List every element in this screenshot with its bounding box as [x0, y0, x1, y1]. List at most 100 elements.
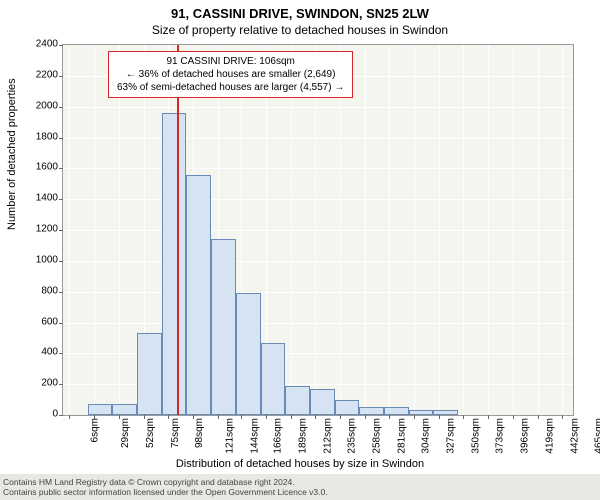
ytick-mark [59, 230, 63, 231]
gridline-v [513, 45, 514, 415]
histogram-bar [433, 410, 458, 415]
xtick-mark [538, 415, 539, 419]
ytick-label: 1600 [26, 162, 58, 173]
xtick-mark [315, 415, 316, 419]
xtick-label: 258sqm [372, 418, 383, 454]
xtick-label: 189sqm [298, 418, 309, 454]
xtick-label: 442sqm [569, 418, 580, 454]
ytick-mark [59, 45, 63, 46]
xtick-mark [365, 415, 366, 419]
histogram-bar [384, 407, 409, 415]
title-main: 91, CASSINI DRIVE, SWINDON, SN25 2LW [0, 0, 600, 21]
xtick-label: 144sqm [249, 418, 260, 454]
ytick-mark [59, 199, 63, 200]
xtick-label: 121sqm [224, 418, 235, 454]
ytick-mark [59, 107, 63, 108]
footer-line-2: Contains public sector information licen… [3, 487, 597, 497]
histogram-bar [285, 386, 310, 415]
gridline-v [562, 45, 563, 415]
gridline-v [69, 45, 70, 415]
xtick-label: 304sqm [421, 418, 432, 454]
info-line-2: ← 36% of detached houses are smaller (2,… [117, 68, 344, 81]
xtick-label: 281sqm [396, 418, 407, 454]
gridline-h [63, 199, 573, 200]
info-box: 91 CASSINI DRIVE: 106sqm ← 36% of detach… [108, 51, 353, 98]
gridline-v [94, 45, 95, 415]
ytick-label: 1400 [26, 193, 58, 204]
ytick-mark [59, 292, 63, 293]
gridline-h [63, 168, 573, 169]
histogram-bar [137, 333, 162, 415]
title-sub: Size of property relative to detached ho… [0, 21, 600, 37]
histogram-bar [88, 404, 113, 415]
xtick-mark [488, 415, 489, 419]
gridline-v [291, 45, 292, 415]
gridline-h [63, 230, 573, 231]
ytick-label: 1200 [26, 224, 58, 235]
ytick-mark [59, 138, 63, 139]
ytick-mark [59, 76, 63, 77]
histogram-bar [359, 407, 384, 415]
xtick-label: 52sqm [145, 418, 156, 448]
property-marker-line [177, 45, 179, 415]
histogram-bar [261, 343, 286, 415]
xtick-mark [218, 415, 219, 419]
xtick-label: 235sqm [347, 418, 358, 454]
histogram-bar [409, 410, 434, 415]
gridline-v [315, 45, 316, 415]
histogram-bar [186, 175, 211, 416]
histogram-bar [211, 239, 236, 415]
ytick-label: 1800 [26, 131, 58, 142]
xtick-label: 350sqm [470, 418, 481, 454]
histogram-bar [112, 404, 137, 415]
histogram-bar [236, 293, 261, 415]
ytick-mark [59, 261, 63, 262]
xtick-label: 212sqm [322, 418, 333, 454]
xtick-mark [389, 415, 390, 419]
gridline-h [63, 292, 573, 293]
histogram-bar [310, 389, 335, 415]
histogram-bar [335, 400, 360, 415]
ytick-label: 2000 [26, 100, 58, 111]
info-line-3: 63% of semi-detached houses are larger (… [117, 81, 344, 94]
footer-line-1: Contains HM Land Registry data © Crown c… [3, 477, 597, 487]
ytick-label: 0 [26, 409, 58, 420]
gridline-h [63, 138, 573, 139]
histogram-chart: 91 CASSINI DRIVE: 106sqm ← 36% of detach… [62, 44, 574, 416]
gridline-h [63, 323, 573, 324]
ytick-label: 200 [26, 378, 58, 389]
xtick-mark [340, 415, 341, 419]
gridline-v [414, 45, 415, 415]
gridline-h [63, 261, 573, 262]
footer: Contains HM Land Registry data © Crown c… [0, 474, 600, 500]
ytick-label: 400 [26, 347, 58, 358]
ytick-label: 1000 [26, 254, 58, 265]
xtick-mark [463, 415, 464, 419]
gridline-v [119, 45, 120, 415]
xtick-mark [414, 415, 415, 419]
xtick-mark [69, 415, 70, 419]
xtick-label: 373sqm [495, 418, 506, 454]
ytick-label: 2200 [26, 69, 58, 80]
ytick-label: 600 [26, 316, 58, 327]
ytick-label: 800 [26, 285, 58, 296]
xtick-label: 75sqm [170, 418, 181, 448]
gridline-v [365, 45, 366, 415]
xtick-label: 166sqm [273, 418, 284, 454]
gridline-v [538, 45, 539, 415]
xtick-label: 396sqm [520, 418, 531, 454]
xtick-mark [291, 415, 292, 419]
y-axis-label: Number of detached properties [6, 78, 18, 230]
xtick-mark [266, 415, 267, 419]
ytick-mark [59, 384, 63, 385]
ytick-mark [59, 323, 63, 324]
xtick-label: 419sqm [544, 418, 555, 454]
ytick-mark [59, 353, 63, 354]
gridline-v [340, 45, 341, 415]
xtick-label: 98sqm [194, 418, 205, 448]
ytick-mark [59, 168, 63, 169]
gridline-v [488, 45, 489, 415]
gridline-v [439, 45, 440, 415]
xtick-label: 6sqm [90, 418, 101, 442]
ytick-mark [59, 415, 63, 416]
